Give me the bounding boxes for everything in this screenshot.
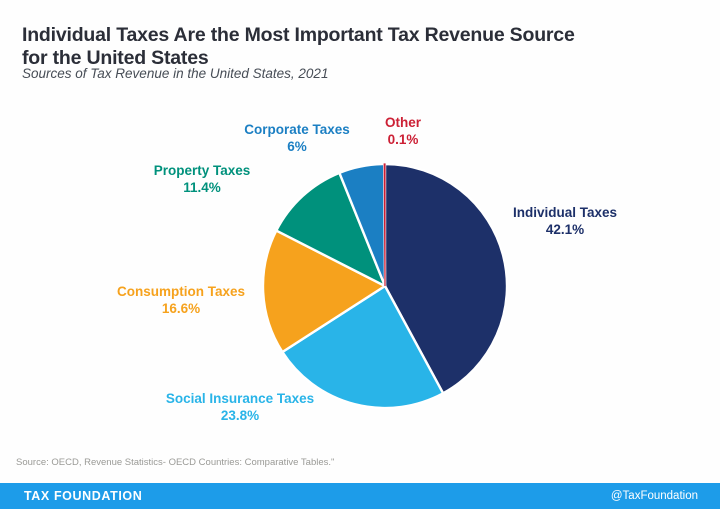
- label-property-taxes: Property Taxes 11.4%: [102, 162, 302, 196]
- slice-value: 16.6%: [161, 301, 201, 316]
- slice-value: 0.1%: [387, 132, 419, 147]
- source-note: Source: OECD, Revenue Statistics- OECD C…: [16, 457, 335, 468]
- slice-value: 42.1%: [545, 222, 585, 237]
- page-title: Individual Taxes Are the Most Important …: [22, 24, 575, 70]
- slice-value: 11.4%: [183, 180, 221, 195]
- label-corporate-taxes: Corporate Taxes 6%: [197, 121, 397, 155]
- label-social-insurance-taxes: Social Insurance Taxes 23.8%: [115, 390, 365, 424]
- pie-chart-svg: [261, 162, 509, 410]
- slice-name: Consumption Taxes: [116, 284, 245, 299]
- slice-value: 6%: [287, 139, 307, 154]
- brand-name: TAX FOUNDATION: [24, 489, 143, 503]
- slice-name: Other: [384, 115, 421, 130]
- label-consumption-taxes: Consumption Taxes 16.6%: [81, 283, 281, 317]
- label-individual-taxes: Individual Taxes 42.1%: [465, 204, 665, 238]
- pie-chart: [260, 161, 510, 411]
- slice-value: 23.8%: [220, 408, 260, 423]
- footer-bar: TAX FOUNDATION @TaxFoundation: [0, 483, 720, 509]
- slice-name: Corporate Taxes: [244, 122, 350, 137]
- slice-name: Individual Taxes: [512, 205, 618, 220]
- slice-name: Property Taxes: [153, 163, 251, 178]
- label-other: Other 0.1%: [353, 114, 453, 148]
- slice-name: Social Insurance Taxes: [165, 391, 315, 406]
- page-subtitle: Sources of Tax Revenue in the United Sta…: [22, 66, 329, 81]
- twitter-handle[interactable]: @TaxFoundation: [610, 490, 698, 502]
